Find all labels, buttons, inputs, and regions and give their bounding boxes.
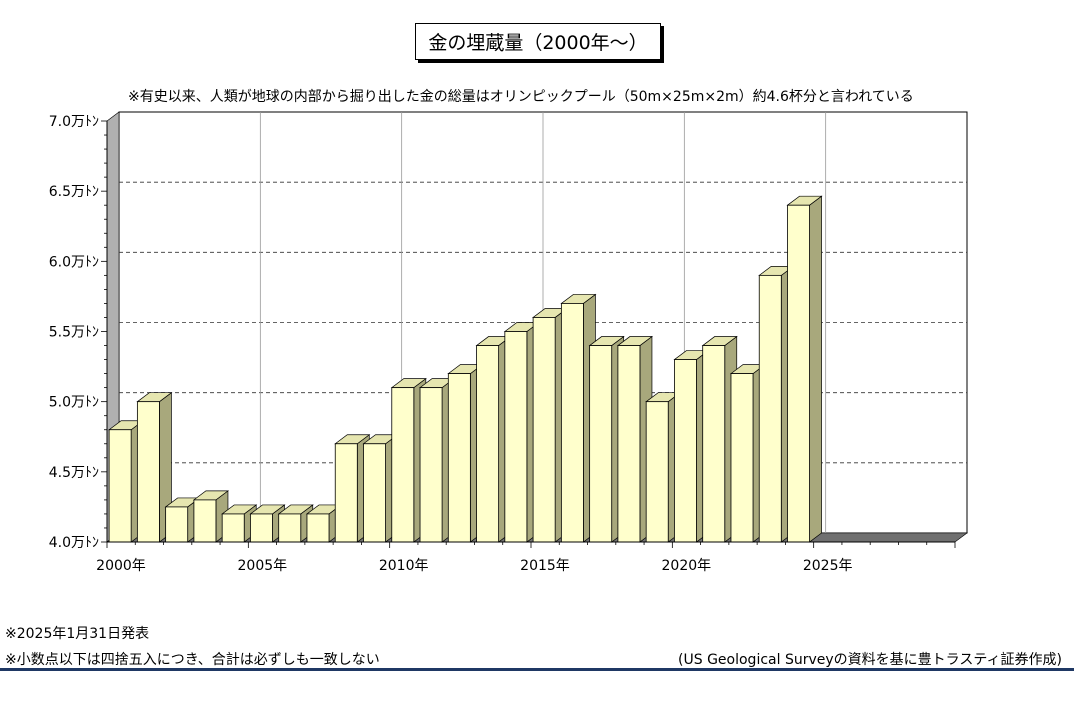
bar-face [108,429,132,543]
bar-face [730,373,754,543]
release-date-note: ※2025年1月31日発表 [5,626,150,642]
bar-face [504,331,528,543]
y-tick-label: 4.0万ﾄﾝ [49,535,99,551]
rounding-note: ※小数点以下は四捨五入につき、合計は必ずしも一致しない [5,652,380,668]
chart-title: 金の埋蔵量（2000年～） [415,23,661,60]
bar-face [447,373,471,543]
x-tick-label: 2010年 [379,558,429,574]
x-tick-label: 2020年 [662,558,712,574]
bar-face [193,499,217,543]
y-tick-label: 6.5万ﾄﾝ [49,184,99,200]
y-tick-label: 4.5万ﾄﾝ [49,465,99,481]
x-tick-label: 2000年 [96,558,146,574]
bar-face [165,506,189,543]
bar-face [758,274,782,543]
bar-face [306,513,330,543]
bar-face [674,359,697,543]
x-tick-label: 2015年 [520,558,570,574]
bar [786,195,823,543]
chart-subtitle: ※有史以来、人類が地球の内部から掘り出した金の総量はオリンピックプール（50m×… [128,89,914,105]
x-tick-label: 2005年 [238,558,288,574]
bar-face [221,513,245,543]
bar-face [250,513,273,543]
bar-face [589,345,613,543]
bar-face [560,303,584,543]
bar-face [419,387,443,543]
bar-face [391,387,415,543]
source-note: (US Geological Surveyの資料を基に豊トラスティ証券作成) [678,652,1062,668]
bar-face [136,401,160,543]
bar-face [645,401,669,543]
bar-face [702,345,726,543]
bar-face [787,204,810,543]
y-tick-label: 6.0万ﾄﾝ [49,254,99,270]
bar-side [809,195,822,543]
y-tick-label: 5.0万ﾄﾝ [49,395,99,411]
bar-face [532,317,556,543]
bar-face [617,345,641,543]
bottom-divider [0,668,1074,671]
y-tick-label: 7.0万ﾄﾝ [49,114,99,130]
bar-face [278,513,302,543]
y-tick-label: 5.5万ﾄﾝ [49,325,99,341]
bar-face [363,443,386,543]
bar-face [334,443,358,543]
x-tick-label: 2025年 [803,558,853,574]
bar-face [476,345,500,543]
